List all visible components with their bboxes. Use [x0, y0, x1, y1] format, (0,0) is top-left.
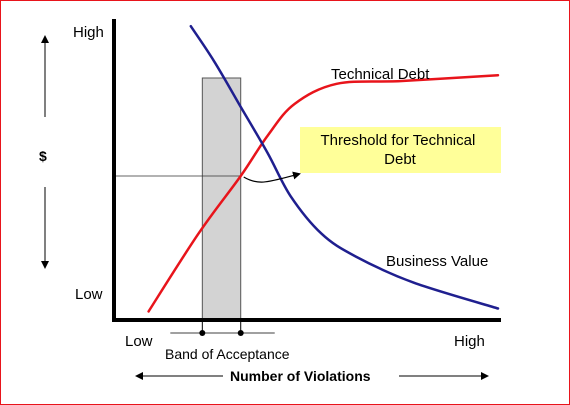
threshold-pointer-arrow	[243, 171, 301, 183]
band-left-marker	[199, 330, 206, 336]
band-of-acceptance-band	[201, 77, 242, 321]
technical-debt-line	[147, 73, 500, 313]
y-axis-label: $	[39, 148, 47, 164]
band-of-acceptance-label: Band of Acceptance	[165, 346, 290, 362]
y-tick-high: High	[73, 24, 104, 41]
y-tick-low: Low	[75, 286, 103, 303]
x-axis-label: Number of Violations	[230, 368, 371, 384]
business-value-line	[189, 24, 500, 310]
x-tick-high: High	[454, 333, 485, 350]
x-tick-low: Low	[125, 333, 153, 350]
band-right-marker	[237, 330, 244, 336]
threshold-callout-text: Threshold for Technical Debt	[321, 132, 480, 168]
technical-debt-label: Technical Debt	[331, 66, 430, 83]
threshold-callout	[300, 127, 501, 173]
business-value-label: Business Value	[386, 253, 488, 270]
